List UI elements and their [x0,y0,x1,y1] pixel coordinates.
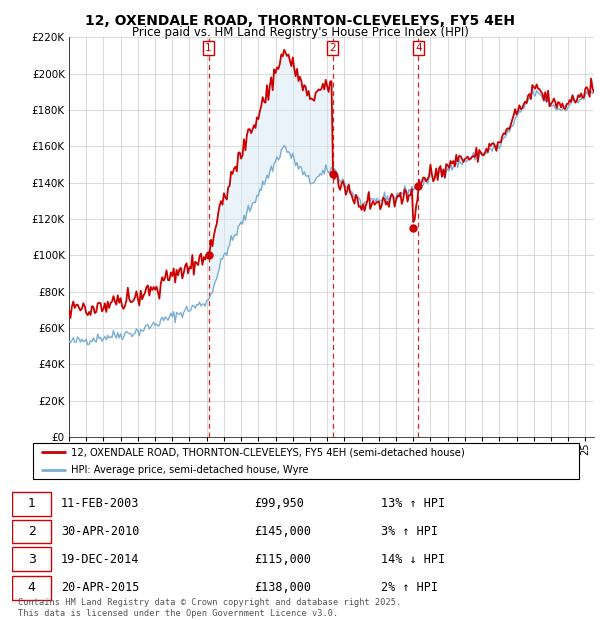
Text: 3: 3 [28,552,35,565]
Text: £99,950: £99,950 [254,497,304,510]
FancyBboxPatch shape [12,492,51,516]
Text: £138,000: £138,000 [254,581,311,594]
Text: 4: 4 [415,43,422,53]
Text: £145,000: £145,000 [254,525,311,538]
FancyBboxPatch shape [33,443,579,479]
Text: HPI: Average price, semi-detached house, Wyre: HPI: Average price, semi-detached house,… [71,465,309,475]
Text: Price paid vs. HM Land Registry's House Price Index (HPI): Price paid vs. HM Land Registry's House … [131,26,469,39]
Text: £115,000: £115,000 [254,552,311,565]
Text: 4: 4 [28,581,35,594]
Text: 2: 2 [28,525,35,538]
Text: 1: 1 [205,43,212,53]
Text: 13% ↑ HPI: 13% ↑ HPI [380,497,445,510]
Text: 12, OXENDALE ROAD, THORNTON-CLEVELEYS, FY5 4EH (semi-detached house): 12, OXENDALE ROAD, THORNTON-CLEVELEYS, F… [71,448,465,458]
Text: 20-APR-2015: 20-APR-2015 [61,581,139,594]
Text: 30-APR-2010: 30-APR-2010 [61,525,139,538]
FancyBboxPatch shape [12,576,51,600]
Text: 1: 1 [28,497,35,510]
FancyBboxPatch shape [12,547,51,571]
Text: 2: 2 [329,43,336,53]
Text: 2% ↑ HPI: 2% ↑ HPI [380,581,437,594]
Text: 19-DEC-2014: 19-DEC-2014 [61,552,139,565]
Text: Contains HM Land Registry data © Crown copyright and database right 2025.
This d: Contains HM Land Registry data © Crown c… [18,598,401,618]
Text: 3% ↑ HPI: 3% ↑ HPI [380,525,437,538]
Text: 11-FEB-2003: 11-FEB-2003 [61,497,139,510]
FancyBboxPatch shape [12,520,51,544]
Text: 14% ↓ HPI: 14% ↓ HPI [380,552,445,565]
Text: 12, OXENDALE ROAD, THORNTON-CLEVELEYS, FY5 4EH: 12, OXENDALE ROAD, THORNTON-CLEVELEYS, F… [85,14,515,28]
